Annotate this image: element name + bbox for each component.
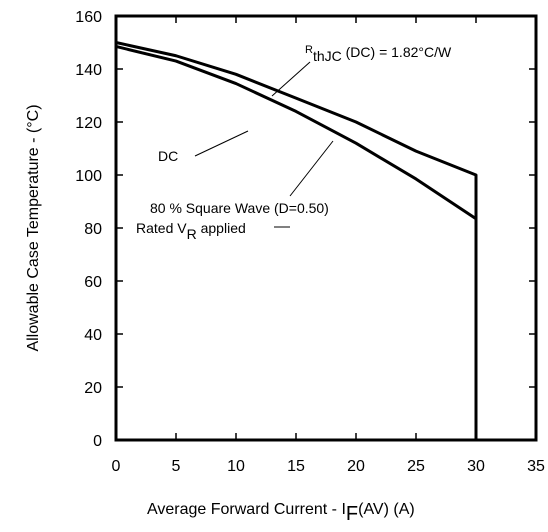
square-wave-label: 80 % Square Wave (D=0.50) <box>150 200 329 216</box>
x-axis-title-tail: (AV) (A) <box>358 501 415 518</box>
x-axis-title-main: Average Forward Current - I <box>147 501 346 518</box>
x-tick-label: 15 <box>287 458 305 475</box>
x-tick-label: 25 <box>407 458 425 475</box>
dc-leader <box>194 130 249 157</box>
y-tick-label: 140 <box>75 62 102 79</box>
rated-sub: R <box>187 226 197 242</box>
y-tick-label: 0 <box>93 433 102 450</box>
square-wave-series-line <box>115 45 477 220</box>
y-tick-label: 40 <box>84 327 102 344</box>
x-axis-title: Average Forward Current - IF(AV) (A) <box>147 501 415 525</box>
y-tick-label: 120 <box>75 115 102 132</box>
y-tick-label: 20 <box>84 380 102 397</box>
rth-annotation: RthJC (DC) = 1.82°C/W <box>305 44 452 64</box>
x-tick-label: 30 <box>467 458 485 475</box>
x-tick-label: 35 <box>527 458 545 475</box>
dc-label: DC <box>158 148 178 164</box>
rth-main: R <box>305 44 313 56</box>
rth-tail: (DC) = 1.82°C/W <box>342 44 452 60</box>
x-tick-label: 20 <box>347 458 365 475</box>
rated-main: Rated V <box>136 220 187 236</box>
rth-sub: thJC <box>313 48 342 64</box>
ticks-layer: 0 5 10 15 20 25 30 35 0 20 40 60 80 100 120 140 160 <box>75 9 545 475</box>
y-tick-label: 160 <box>75 9 102 26</box>
x-tick-label: 0 <box>112 458 121 475</box>
series-layer <box>115 41 478 440</box>
x-tick-label: 10 <box>227 458 245 475</box>
square-wave-leader <box>289 140 334 197</box>
y-tick-label: 60 <box>84 274 102 291</box>
dc-series-line <box>115 41 478 440</box>
x-axis-title-sub: F <box>346 503 358 525</box>
leader-layer <box>194 61 334 228</box>
y-tick-label: 80 <box>84 221 102 238</box>
y-axis-title: Allowable Case Temperature - (°C) <box>25 104 42 351</box>
rated-tail: applied <box>197 220 246 236</box>
rated-vr-label: Rated VR applied <box>136 220 246 242</box>
rth-leader <box>271 61 311 97</box>
y-tick-label: 100 <box>75 168 102 185</box>
x-tick-label: 5 <box>172 458 181 475</box>
